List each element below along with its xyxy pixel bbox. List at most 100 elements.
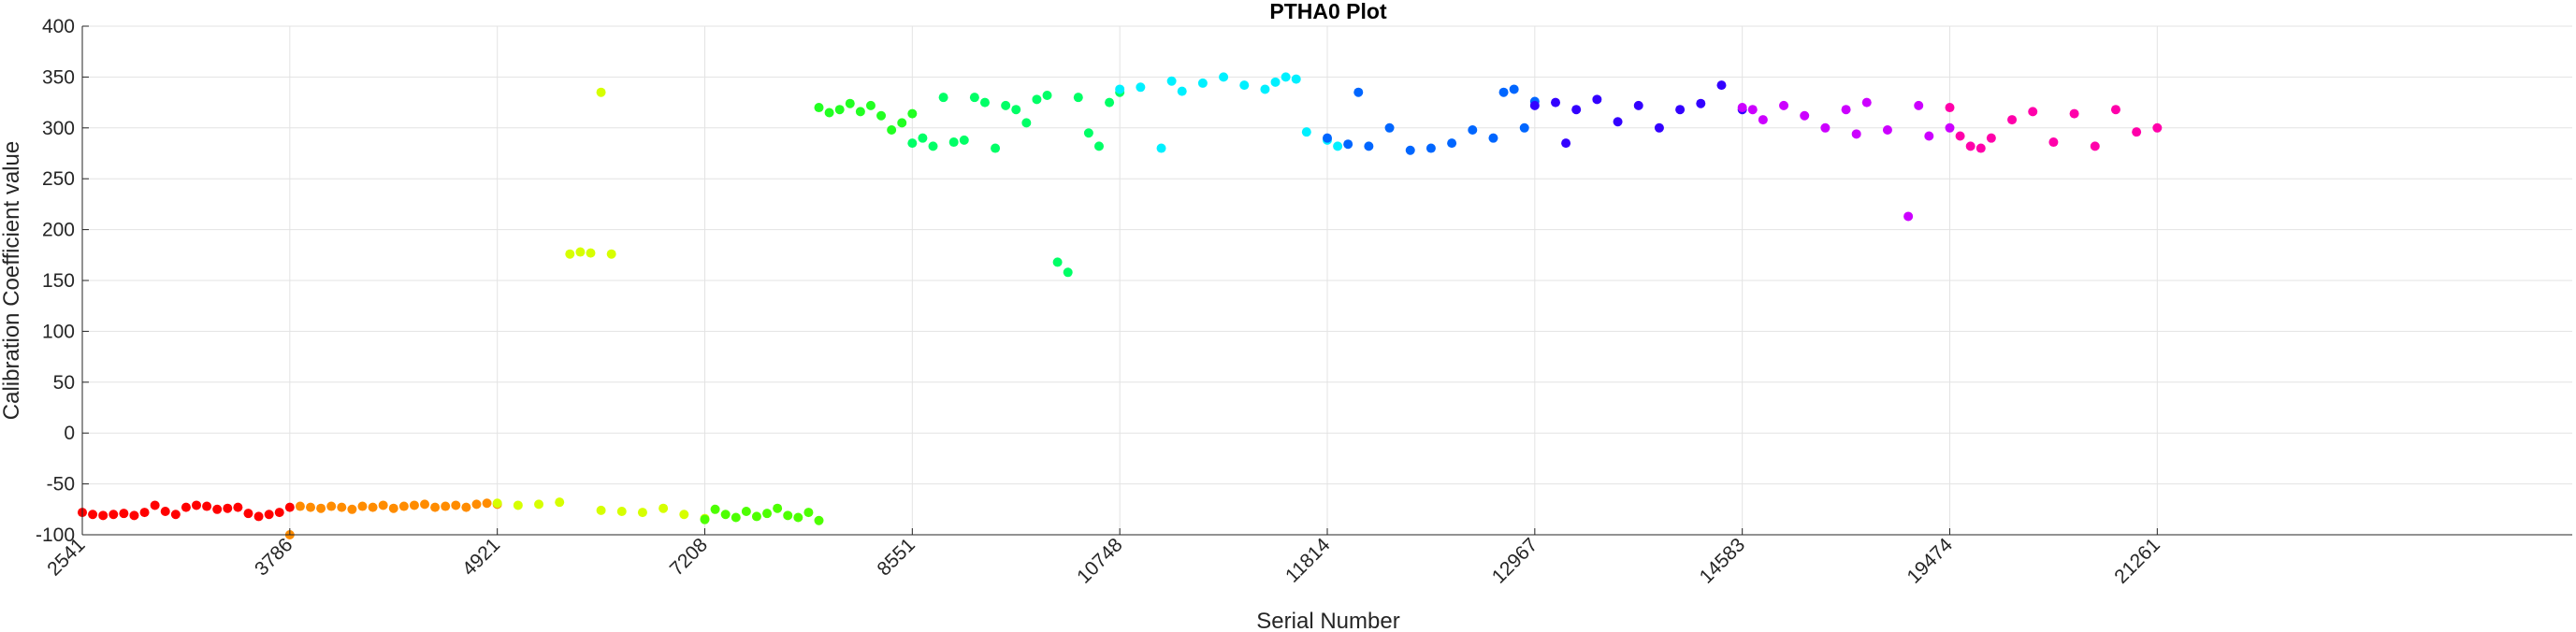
data-point [876, 110, 887, 121]
data-point [658, 503, 669, 513]
data-point [979, 97, 990, 108]
series-9 [1529, 80, 1747, 149]
data-point [1779, 100, 1789, 110]
data-point [731, 512, 741, 523]
data-point [2152, 122, 2163, 133]
data-point [306, 502, 316, 512]
data-point [1986, 133, 1996, 143]
data-point [637, 508, 647, 518]
data-point [150, 500, 160, 510]
y-tick-label: 400 [42, 16, 75, 37]
y-tick-label: 100 [42, 321, 75, 342]
data-point [1219, 72, 1229, 82]
data-point [606, 249, 616, 259]
data-point [1716, 80, 1727, 91]
data-point [492, 498, 502, 509]
data-point [1945, 103, 1955, 113]
data-point [357, 501, 368, 511]
data-point [1425, 143, 1436, 153]
data-point [1343, 139, 1353, 150]
data-point [1032, 94, 1042, 105]
data-point [1924, 131, 1934, 141]
x-tick-label: 8551 [874, 534, 919, 580]
data-point [1323, 133, 1332, 143]
data-point [586, 248, 596, 258]
data-point [773, 503, 783, 513]
data-point [1529, 100, 1540, 110]
data-point [845, 98, 855, 108]
data-point [1633, 100, 1643, 110]
y-tick-label: 0 [64, 423, 75, 444]
data-point [1861, 97, 1872, 108]
data-point [2007, 115, 2018, 125]
x-tick-label: 14583 [1696, 534, 1750, 588]
data-point [420, 499, 430, 510]
series-11 [1945, 103, 2163, 153]
data-point [1260, 84, 1270, 94]
y-tick-label: 250 [42, 168, 75, 190]
y-tick-label: 200 [42, 220, 75, 241]
data-point [1841, 105, 1851, 115]
data-point [451, 500, 461, 510]
data-point [202, 501, 212, 511]
data-point [1592, 94, 1602, 105]
data-point [907, 138, 918, 149]
data-point [1083, 128, 1093, 138]
data-point [1291, 74, 1301, 84]
data-point [918, 133, 928, 143]
data-point [700, 514, 710, 524]
data-point [1975, 143, 1986, 153]
data-point [170, 510, 181, 520]
data-point [253, 511, 264, 522]
data-point [2132, 127, 2142, 137]
data-point [1301, 127, 1311, 137]
data-point [1488, 133, 1498, 143]
y-tick-label: -50 [47, 474, 75, 496]
data-point [1571, 105, 1582, 115]
data-point [928, 141, 938, 151]
data-point [555, 497, 565, 508]
x-tick-label: 4921 [458, 534, 504, 580]
data-point [129, 510, 139, 521]
y-tick-label: 50 [53, 372, 75, 394]
data-point [1115, 84, 1125, 94]
data-point [98, 510, 109, 521]
data-point [1239, 80, 1250, 91]
data-point [119, 509, 129, 519]
x-tick-label: 7208 [666, 534, 712, 580]
data-point [1758, 115, 1768, 125]
series-6 [907, 87, 1125, 278]
data-point [1468, 124, 1478, 135]
data-point [679, 510, 689, 520]
data-point [1955, 131, 1965, 141]
y-tick-label: 300 [42, 118, 75, 139]
data-point [398, 501, 409, 511]
y-tick-label: 350 [42, 66, 75, 88]
data-point [710, 504, 720, 514]
data-point [1820, 122, 1831, 133]
data-point [1021, 118, 1032, 128]
series-8 [1323, 84, 1540, 155]
data-point [316, 503, 326, 513]
series-1 [78, 500, 295, 522]
data-point [1498, 87, 1509, 97]
data-point [1333, 141, 1343, 151]
data-point [378, 500, 388, 510]
data-point [887, 124, 897, 135]
x-tick-label: 11814 [1281, 534, 1335, 587]
data-point [109, 510, 119, 520]
data-point [471, 499, 482, 510]
data-point [1747, 105, 1758, 115]
y-axis-label: Calibration Coefficient value [0, 141, 24, 420]
data-point [1353, 87, 1364, 97]
data-point [295, 501, 305, 511]
data-point [223, 503, 233, 513]
data-point [1903, 211, 1914, 222]
data-point [1945, 122, 1955, 133]
x-axis-label: Serial Number [1256, 609, 1399, 632]
data-point [803, 508, 814, 518]
data-point [388, 503, 398, 513]
data-point [814, 103, 824, 113]
data-point [1052, 257, 1063, 267]
